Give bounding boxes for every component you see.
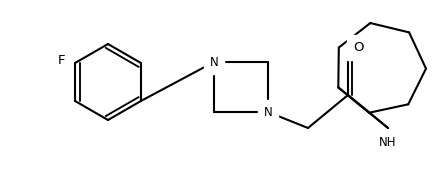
- Text: O: O: [353, 41, 364, 54]
- Text: N: N: [264, 105, 272, 118]
- Text: N: N: [210, 55, 218, 68]
- Text: NH: NH: [379, 136, 397, 149]
- Text: F: F: [58, 54, 65, 67]
